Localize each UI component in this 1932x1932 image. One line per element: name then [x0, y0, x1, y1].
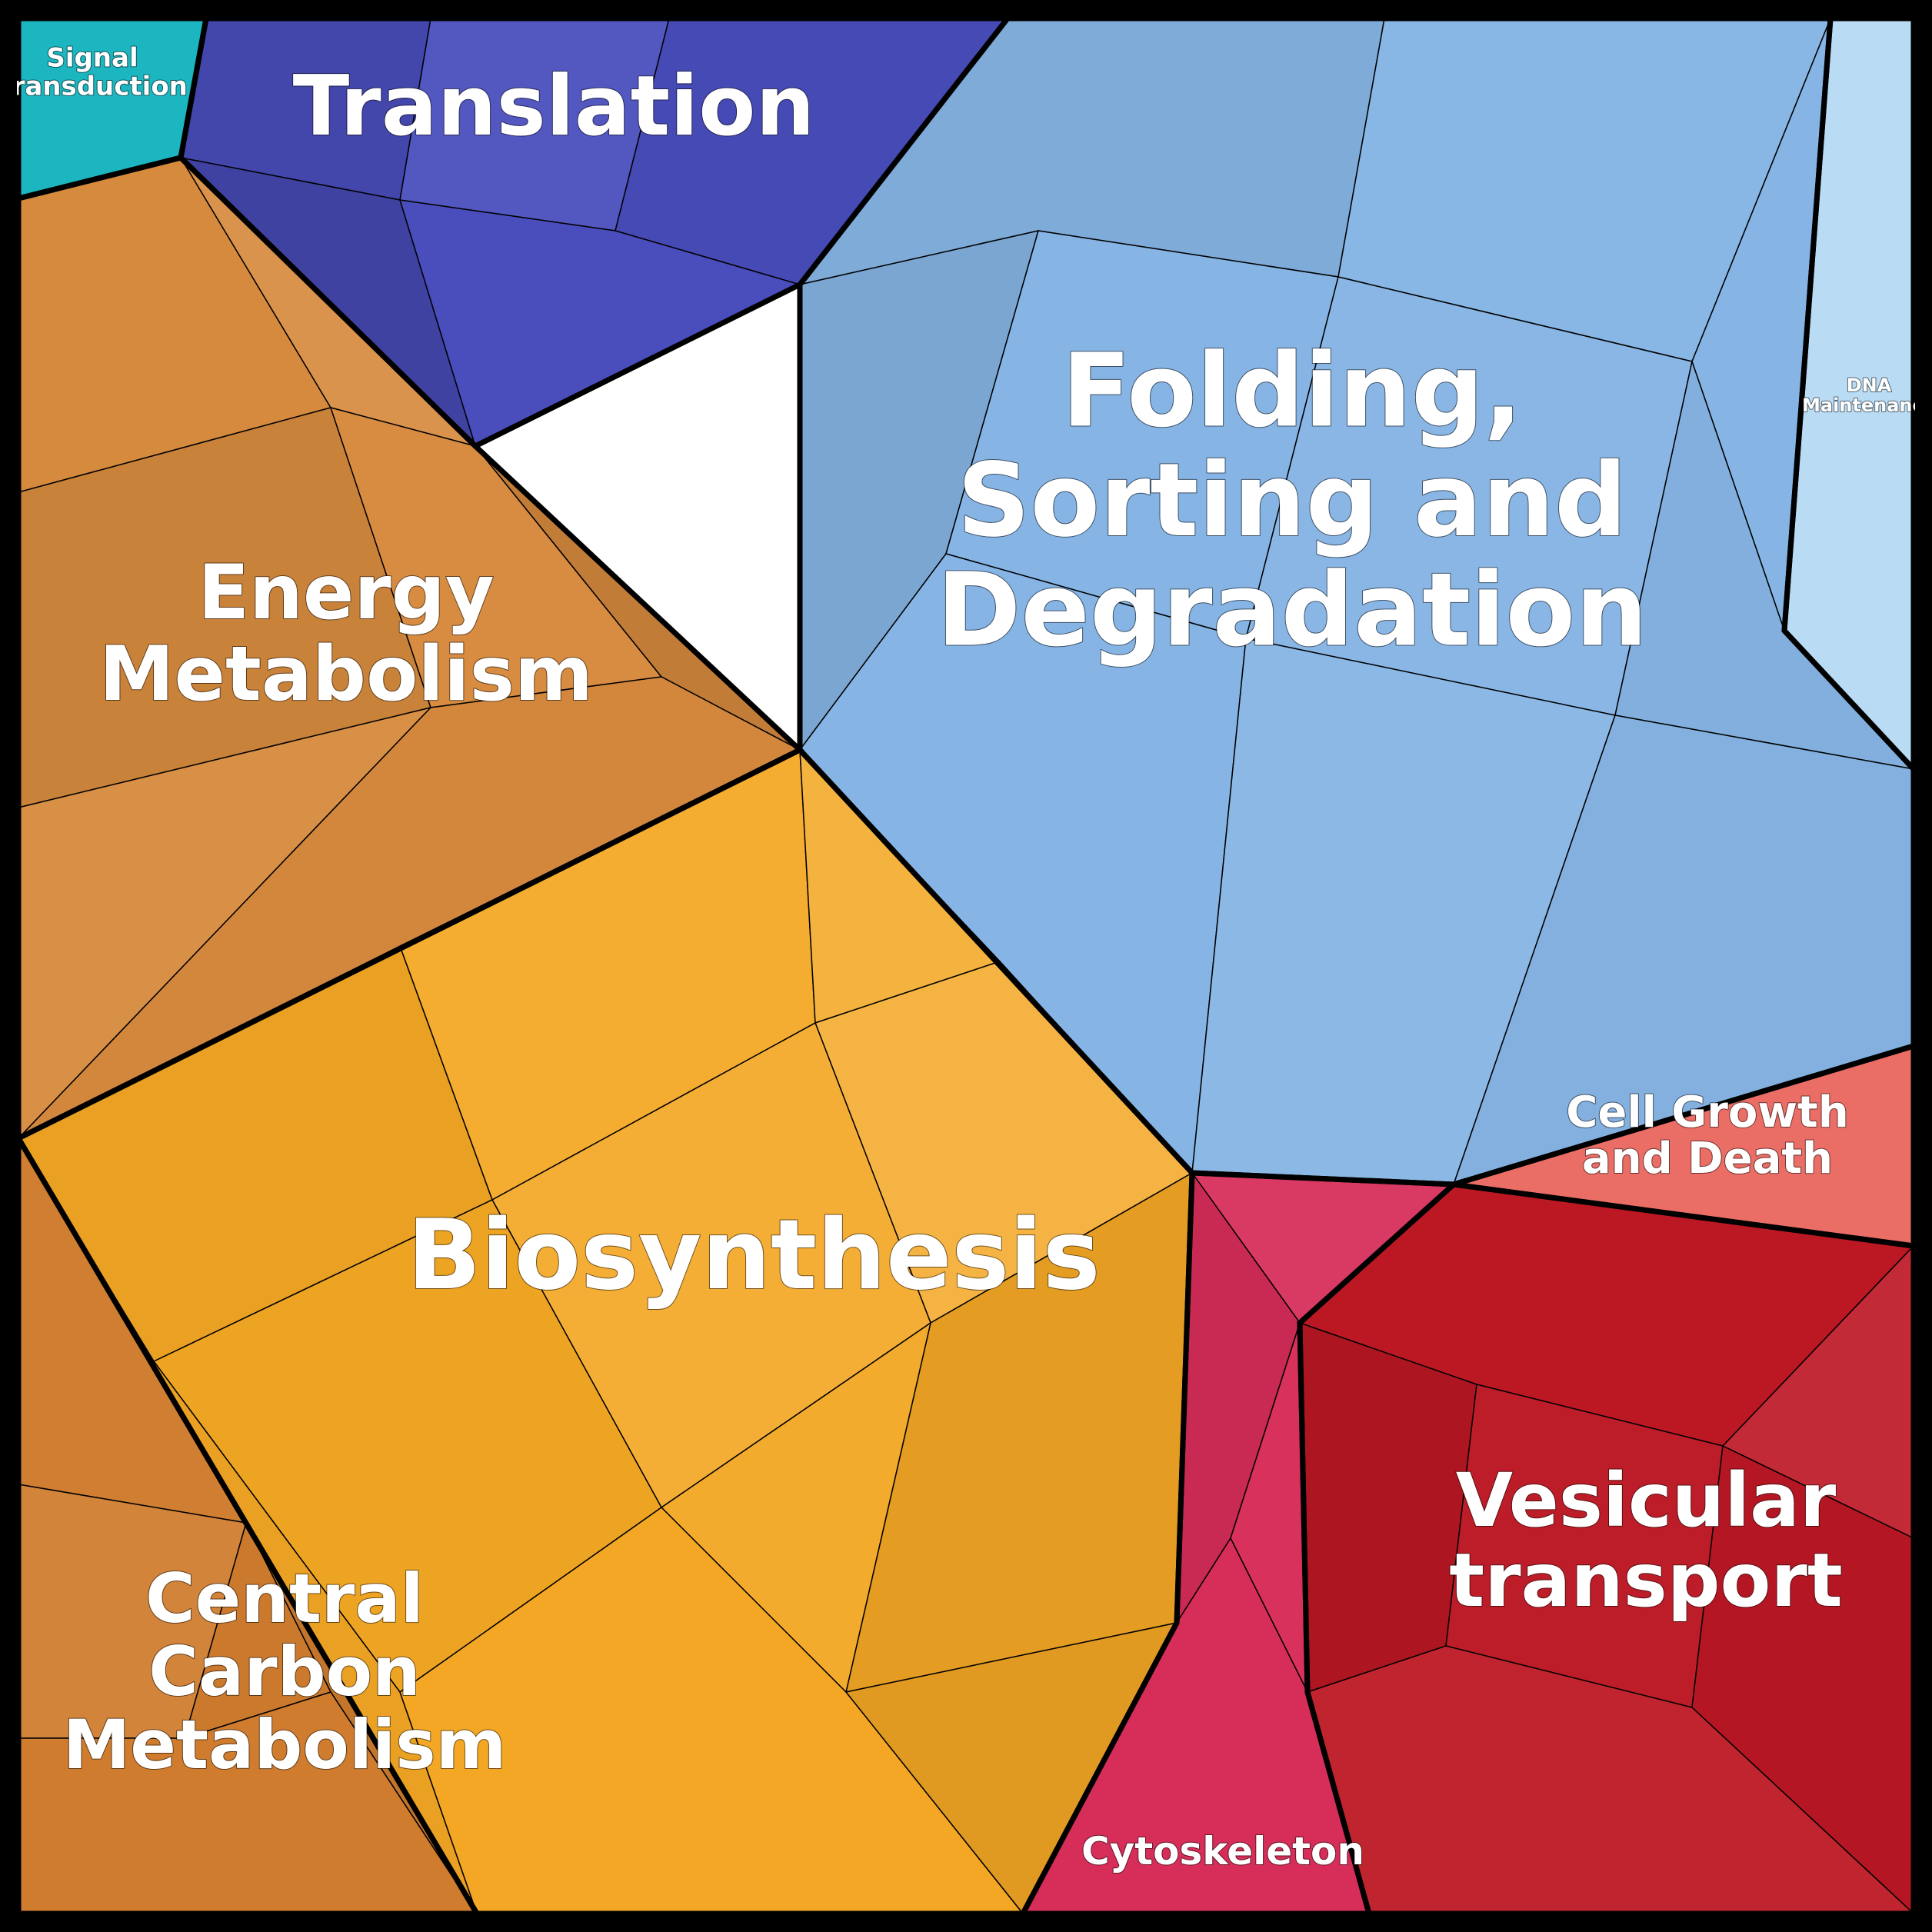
- biosynthesis-label: Biosynthesis: [407, 1198, 1100, 1311]
- translation-label: Translation: [293, 58, 815, 155]
- voronoi-treemap: SignalTransductionTranslationDNAMaintena…: [0, 0, 1932, 1932]
- vesicular_transport-label: Vesiculartransport: [1449, 1458, 1842, 1624]
- cytoskeleton-label: Cytoskeleton: [1081, 1829, 1364, 1874]
- cell_growth_death-label: Cell Growthand Death: [1566, 1088, 1848, 1184]
